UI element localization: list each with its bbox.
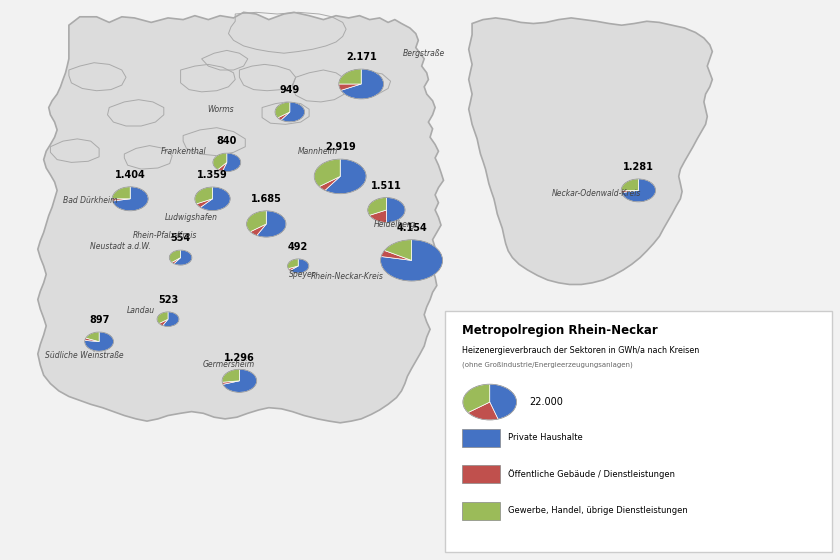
Wedge shape bbox=[386, 198, 405, 222]
Text: 1.359: 1.359 bbox=[197, 170, 228, 180]
Text: Heizenergieverbrauch der Sektoren in GWh/a nach Kreisen: Heizenergieverbrauch der Sektoren in GWh… bbox=[462, 346, 699, 355]
Text: 22.000: 22.000 bbox=[529, 397, 563, 407]
Wedge shape bbox=[218, 162, 227, 171]
Wedge shape bbox=[113, 187, 130, 199]
Text: 1.685: 1.685 bbox=[251, 194, 281, 204]
Text: 840: 840 bbox=[217, 137, 237, 146]
Wedge shape bbox=[250, 224, 266, 236]
FancyBboxPatch shape bbox=[445, 311, 832, 552]
Wedge shape bbox=[341, 69, 384, 99]
Text: Rhein-Neckar-Kreis: Rhein-Neckar-Kreis bbox=[311, 272, 383, 281]
Wedge shape bbox=[463, 384, 490, 413]
Text: Bergstraße: Bergstraße bbox=[403, 49, 445, 58]
Text: Öffentliche Gebäude / Dienstleistungen: Öffentliche Gebäude / Dienstleistungen bbox=[508, 469, 675, 479]
Wedge shape bbox=[468, 402, 498, 420]
Wedge shape bbox=[222, 369, 239, 382]
Wedge shape bbox=[113, 199, 130, 201]
Wedge shape bbox=[174, 250, 192, 265]
Polygon shape bbox=[38, 12, 444, 423]
Text: Ludwigshafen: Ludwigshafen bbox=[165, 213, 218, 222]
Wedge shape bbox=[170, 250, 181, 263]
Text: 897: 897 bbox=[89, 315, 109, 325]
Wedge shape bbox=[223, 153, 241, 172]
Text: Worms: Worms bbox=[207, 105, 234, 114]
Wedge shape bbox=[223, 381, 239, 384]
Wedge shape bbox=[290, 259, 309, 273]
Wedge shape bbox=[385, 240, 412, 260]
Text: 492: 492 bbox=[288, 242, 308, 252]
Text: Rhein-Pfalz-Kreis: Rhein-Pfalz-Kreis bbox=[134, 231, 197, 240]
Text: Gewerbe, Handel, übrige Dienstleistungen: Gewerbe, Handel, übrige Dienstleistungen bbox=[508, 506, 688, 515]
Wedge shape bbox=[381, 250, 412, 260]
Wedge shape bbox=[339, 69, 361, 84]
Wedge shape bbox=[275, 102, 290, 118]
Text: 2.171: 2.171 bbox=[346, 52, 376, 62]
Text: Südliche Weinstraße: Südliche Weinstraße bbox=[45, 351, 123, 360]
Wedge shape bbox=[172, 258, 181, 264]
Text: Bad Dürkheim: Bad Dürkheim bbox=[64, 196, 118, 205]
Wedge shape bbox=[157, 312, 168, 324]
Text: 523: 523 bbox=[158, 295, 178, 305]
Text: (ohne Großindustrie/Energieerzeugungsanlagen): (ohne Großindustrie/Energieerzeugungsanl… bbox=[462, 361, 633, 368]
Text: Germersheim: Germersheim bbox=[202, 360, 255, 368]
Wedge shape bbox=[257, 211, 286, 237]
Wedge shape bbox=[621, 179, 638, 190]
Wedge shape bbox=[163, 312, 179, 326]
Text: 1.281: 1.281 bbox=[623, 162, 654, 172]
FancyBboxPatch shape bbox=[462, 502, 500, 520]
Text: Heidelberg: Heidelberg bbox=[374, 220, 416, 228]
Wedge shape bbox=[281, 102, 305, 122]
Text: Speyer: Speyer bbox=[289, 270, 316, 279]
Wedge shape bbox=[490, 384, 517, 419]
Text: 1.296: 1.296 bbox=[224, 353, 255, 362]
Text: 1.511: 1.511 bbox=[371, 181, 402, 191]
Wedge shape bbox=[213, 153, 227, 170]
Text: Mannheim: Mannheim bbox=[297, 147, 338, 156]
Text: 554: 554 bbox=[171, 234, 191, 244]
Text: Metropolregion Rhein-Neckar: Metropolregion Rhein-Neckar bbox=[462, 324, 658, 337]
Wedge shape bbox=[246, 211, 266, 232]
Polygon shape bbox=[469, 18, 712, 284]
Wedge shape bbox=[368, 198, 386, 215]
Wedge shape bbox=[86, 332, 99, 342]
Wedge shape bbox=[278, 112, 290, 120]
Wedge shape bbox=[621, 190, 638, 193]
Wedge shape bbox=[113, 187, 148, 211]
Wedge shape bbox=[159, 319, 168, 325]
Wedge shape bbox=[85, 338, 99, 342]
Text: Neckar-Odenwald-Kreis: Neckar-Odenwald-Kreis bbox=[552, 189, 641, 198]
Wedge shape bbox=[223, 369, 257, 393]
Wedge shape bbox=[314, 159, 340, 186]
Wedge shape bbox=[85, 332, 113, 351]
Wedge shape bbox=[325, 159, 366, 194]
Wedge shape bbox=[339, 84, 361, 90]
Text: 949: 949 bbox=[280, 85, 300, 95]
Text: 2.919: 2.919 bbox=[325, 142, 355, 152]
FancyBboxPatch shape bbox=[462, 429, 500, 447]
Text: 1.404: 1.404 bbox=[115, 170, 145, 180]
Wedge shape bbox=[287, 259, 298, 269]
Text: Landau: Landau bbox=[127, 306, 155, 315]
Wedge shape bbox=[622, 179, 656, 202]
Text: Neustadt a.d.W.: Neustadt a.d.W. bbox=[90, 242, 150, 251]
Wedge shape bbox=[197, 199, 213, 207]
Wedge shape bbox=[370, 210, 386, 222]
Wedge shape bbox=[288, 266, 298, 270]
Wedge shape bbox=[195, 187, 213, 204]
Wedge shape bbox=[201, 187, 230, 211]
FancyBboxPatch shape bbox=[462, 465, 500, 483]
Wedge shape bbox=[319, 176, 340, 190]
Text: Private Haushalte: Private Haushalte bbox=[508, 433, 583, 442]
Text: Frankenthal: Frankenthal bbox=[160, 147, 206, 156]
Wedge shape bbox=[381, 240, 443, 281]
Text: 4.154: 4.154 bbox=[396, 223, 427, 233]
